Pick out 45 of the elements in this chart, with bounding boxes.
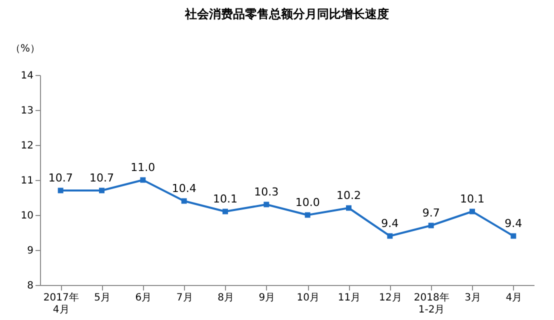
- point: [470, 208, 475, 214]
- data-label: 11.0: [130, 161, 156, 174]
- data-label: 10.4: [172, 182, 196, 195]
- data-label: 9.7: [422, 206, 440, 220]
- point: [99, 188, 104, 194]
- point: [346, 205, 352, 211]
- x-tick-label: 5月: [94, 292, 110, 304]
- x-tick-label: 9月: [258, 292, 276, 304]
- y-tick-label: 8: [27, 280, 34, 292]
- y-tick-label: 11: [20, 176, 34, 186]
- x-tick-label: 2017年 4月: [43, 292, 79, 316]
- y-tick-label: 12: [20, 140, 34, 152]
- data-label: 10.7: [48, 172, 73, 184]
- point: [304, 212, 310, 218]
- point: [264, 202, 270, 208]
- x-tick-label: 3月: [464, 292, 481, 304]
- point: [222, 208, 228, 214]
- data-label: 10.7: [90, 172, 114, 184]
- y-tick-label: 9: [27, 246, 34, 256]
- x-tick-label: 2018年 1-2月: [414, 292, 450, 316]
- x-tick-label: 10月: [296, 292, 320, 304]
- data-label: 10.3: [254, 186, 279, 198]
- y-tick-label: 13: [20, 106, 34, 116]
- x-tick-label: 6月: [135, 292, 152, 304]
- y-axis-title: （%）: [10, 44, 40, 54]
- data-label: 10.1: [460, 192, 484, 206]
- y-tick-label: 14: [20, 70, 34, 82]
- point: [140, 177, 146, 183]
- x-tick-label: 4月: [506, 292, 522, 304]
- point: [58, 188, 64, 194]
- chart-title: 社会消费品零售总额分月同比增长速度: [184, 7, 389, 21]
- x-tick-label: 7月: [176, 292, 193, 304]
- point: [387, 233, 393, 239]
- y-tick-label: 10: [20, 210, 34, 222]
- x-tick-label: 11月: [338, 292, 361, 304]
- x-tick-label: 8月: [218, 292, 234, 304]
- data-label: 9.4: [504, 217, 522, 230]
- data-label: 9.4: [381, 217, 399, 230]
- x-tick-label: 12月: [379, 292, 402, 304]
- point: [428, 222, 434, 228]
- data-label: 10.0: [295, 196, 320, 209]
- data-label: 10.1: [213, 192, 238, 206]
- point: [181, 198, 187, 204]
- point: [510, 233, 516, 239]
- data-label: 10.2: [336, 189, 361, 202]
